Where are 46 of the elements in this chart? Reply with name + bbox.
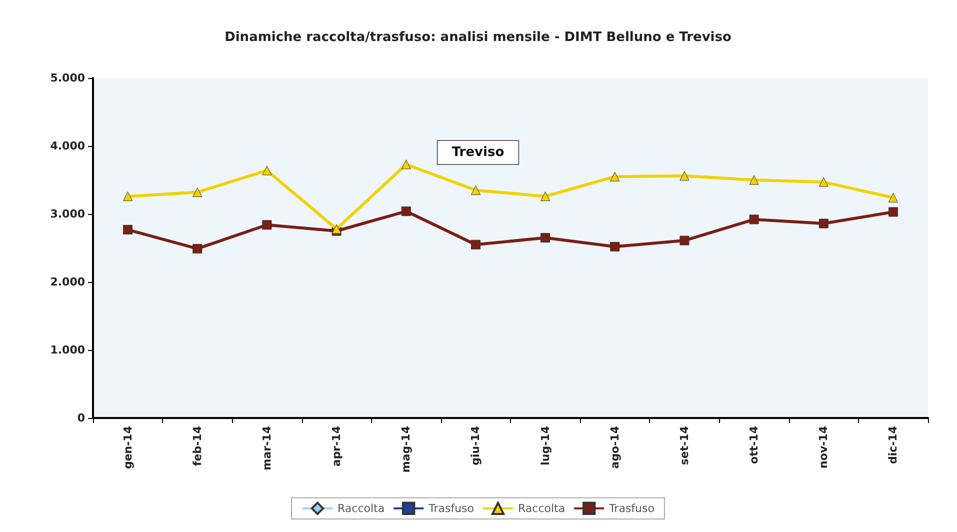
- point: [123, 192, 133, 202]
- x-tick-label: apr-14: [330, 426, 344, 467]
- point: [680, 171, 690, 181]
- y-tick-label: 0: [77, 412, 86, 424]
- point: [888, 192, 898, 202]
- y-tick-label: 3.000: [50, 208, 86, 220]
- y-tick-label: 2.000: [50, 276, 86, 288]
- legend-label: Raccolta: [338, 502, 385, 515]
- point: [610, 172, 620, 182]
- x-tick-label: gen-14: [121, 426, 134, 470]
- x-tick-label: ago-14: [608, 426, 622, 469]
- point: [401, 160, 411, 170]
- point: [192, 244, 202, 254]
- point: [749, 175, 759, 185]
- x-tick-label: ott-14: [748, 426, 761, 464]
- x-tick-label: mar-14: [260, 426, 274, 470]
- point: [540, 233, 550, 243]
- point: [749, 214, 759, 224]
- x-tick-label: nov-14: [817, 426, 830, 468]
- point: [401, 206, 411, 216]
- point: [470, 240, 480, 250]
- legend-label: Trasfuso: [608, 502, 655, 515]
- chart-title: Dinamiche raccolta/trasfuso: analisi mensile - DIMT Belluno e Treviso: [224, 30, 732, 45]
- y-tick-label: 5.000: [50, 72, 86, 84]
- point: [888, 207, 898, 217]
- point: [123, 224, 133, 234]
- x-tick-label: mag-14: [400, 426, 413, 473]
- point: [540, 192, 550, 202]
- x-tick-label: feb-14: [190, 426, 204, 466]
- point: [818, 177, 828, 187]
- x-tick-label: giu-14: [469, 426, 482, 466]
- x-tick-label: dic-14: [886, 426, 900, 464]
- y-tick-label: 4.000: [50, 140, 86, 152]
- y-tick-label: 1.000: [50, 344, 86, 356]
- point: [470, 185, 480, 195]
- annotation: Treviso: [452, 145, 504, 160]
- point: [680, 236, 690, 246]
- legend-label: Trasfuso: [428, 502, 474, 515]
- x-tick-label: lug-14: [538, 426, 552, 466]
- point: [610, 242, 620, 252]
- point: [262, 166, 272, 176]
- x-tick-label: set-14: [678, 426, 691, 466]
- point: [262, 220, 272, 230]
- point: [192, 187, 202, 197]
- point: [818, 218, 828, 228]
- legend-label: Raccolta: [518, 502, 566, 515]
